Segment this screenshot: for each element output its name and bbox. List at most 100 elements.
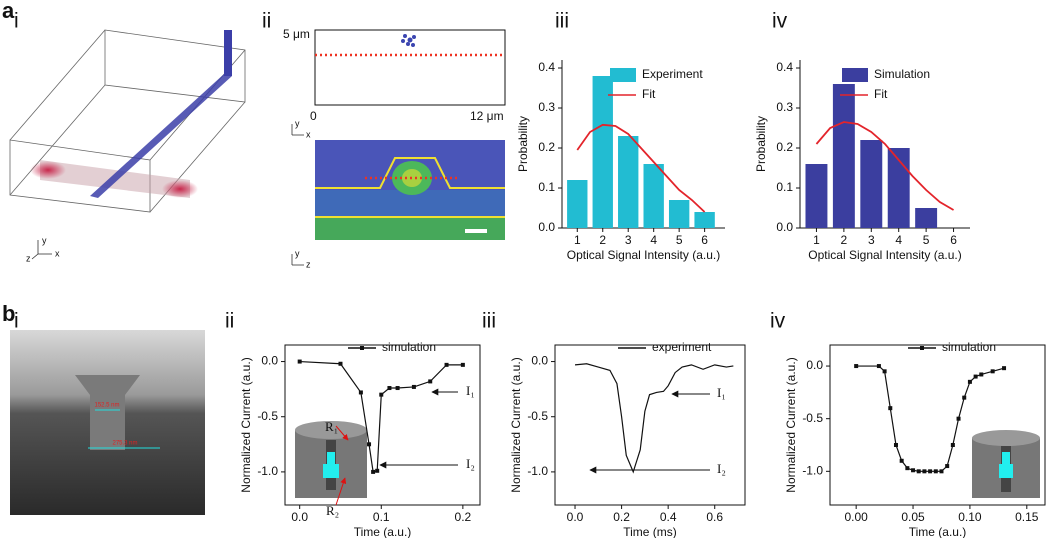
x-tick-label: 0.0 [291,510,308,524]
marker [928,469,933,474]
y-tick-label: -0.5 [802,411,823,425]
y-tick-label: -1.0 [257,464,278,478]
marker [428,379,433,384]
channel-3d [9,29,246,213]
y-tick-label: 0.2 [538,140,555,154]
panel-label: iv [772,10,788,33]
marker [979,372,984,377]
y-tick-label: 0.0 [538,220,555,234]
annotation: R₁ [325,419,338,434]
x-tick-label: 4 [895,233,902,247]
legend-label: Fit [642,87,656,101]
line [815,121,955,211]
marker [444,362,449,367]
bar [618,136,639,228]
y-tick-label: 0.1 [776,180,793,194]
y-tick-label: 0.2 [776,140,793,154]
marker [387,386,392,391]
x-tick-label: 0.4 [660,510,677,524]
bar [805,164,828,228]
marker [922,469,927,474]
legend-label: Simulation [874,67,930,81]
marker [990,369,995,374]
marker [956,416,961,421]
marker [367,442,372,447]
marker [967,379,972,384]
marker [973,374,978,379]
axis-letter: z [306,259,311,269]
bar [915,208,938,228]
bar [887,148,910,228]
line [576,123,706,213]
plot-frame [829,344,1046,506]
y-tick-label: 0.4 [538,60,555,74]
x-axis-label: Optical Signal Intensity (a.u.) [567,248,720,262]
y-axis-label: Normalized Current (a.u.) [509,357,523,492]
plot-frame [554,344,746,506]
x-tick-label: 0.0 [567,510,584,524]
y-tick-label: -1.0 [802,463,823,477]
marker [916,469,921,474]
axis-letter: y [42,235,47,245]
bar [567,180,588,228]
bar [668,200,690,228]
marker [899,458,904,463]
x-tick-label: 0.2 [455,510,472,524]
line [574,363,734,474]
annotation: R₂ [326,503,339,518]
legend-swatch [610,68,636,82]
x-tick-label: 0.00 [844,510,868,524]
line [856,365,1005,472]
panel-label: i [14,10,19,33]
x-tick-label: 0.1 [373,510,390,524]
marker [854,364,859,369]
legend-label: simulation [382,340,436,354]
marker [888,406,893,411]
axis-text: 5 μm [283,27,310,41]
axis-letter: x [55,248,60,258]
bar [860,140,883,228]
x-tick-label: 0.15 [1015,510,1039,524]
axis-letter: x [306,129,311,139]
x-tick-label: 3 [868,233,875,247]
annotation: I₂ [466,456,475,471]
x-tick-label: 1 [574,233,581,247]
legend-label: simulation [942,340,996,354]
marker [358,390,363,395]
y-tick-label: 0.4 [776,60,793,74]
bar [643,164,664,228]
tube [90,74,232,198]
marker [939,469,944,474]
spot [162,180,198,198]
annotation-arrow [335,477,347,506]
marker [338,361,343,366]
marker [297,359,302,364]
bar [592,76,613,228]
legend-label: Fit [874,87,888,101]
panel-label: ii [225,310,234,333]
x-tick-label: 0.6 [706,510,723,524]
axis-text: 0 [310,109,317,123]
sem-label: 275.3 nm [112,441,137,447]
marker [962,395,967,400]
x-tick-label: 4 [650,233,657,247]
legend-label: experiment [652,340,712,354]
y-tick-label: -0.5 [527,409,548,423]
x-tick-label: 0.05 [901,510,925,524]
legend-swatch [842,68,868,82]
tube [224,30,232,76]
panel-label: iii [482,310,496,333]
scale-bar [465,229,487,233]
x-axis-label: Time (ms) [623,525,677,538]
y-axis-label: Normalized Current (a.u.) [784,357,798,492]
y-axis-label: Probability [516,116,530,172]
x-tick-label: 6 [701,233,708,247]
annotation-arrow [335,425,349,441]
marker [876,364,881,369]
x-tick-label: 0.10 [958,510,982,524]
marker [1002,366,1007,371]
y-tick-label: 0.0 [531,354,548,368]
annotation: I₂ [717,461,726,476]
